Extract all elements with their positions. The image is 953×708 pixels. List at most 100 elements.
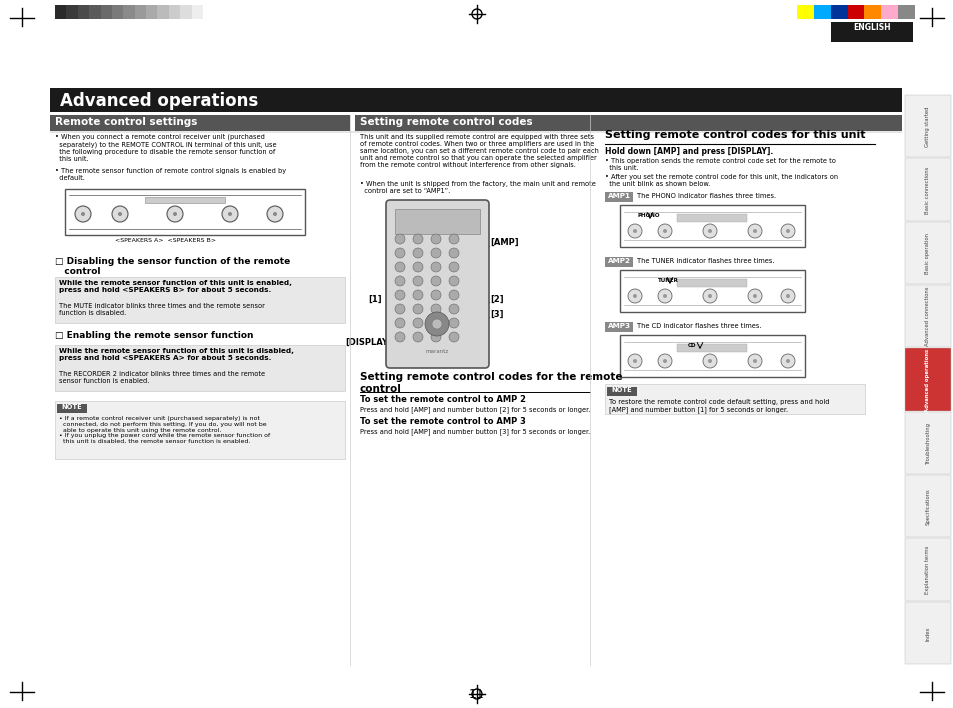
Circle shape [752, 294, 757, 298]
Text: Explanation terms: Explanation terms [924, 546, 929, 594]
Bar [604, 322, 633, 332]
Text: • If a remote control receiver unit (purchased separately) is not
  connected, d: • If a remote control receiver unit (pur… [59, 416, 270, 444]
Circle shape [449, 304, 458, 314]
Bar [604, 257, 633, 267]
Bar [881, 5, 897, 19]
Bar [904, 475, 950, 537]
Circle shape [395, 304, 405, 314]
Circle shape [431, 290, 440, 300]
Circle shape [707, 294, 711, 298]
Text: The CD indicator flashes three times.: The CD indicator flashes three times. [637, 323, 760, 329]
Circle shape [633, 359, 637, 363]
Circle shape [662, 294, 666, 298]
Text: To set the remote control to AMP 3: To set the remote control to AMP 3 [359, 417, 525, 426]
Circle shape [633, 229, 637, 233]
Circle shape [449, 262, 458, 272]
Circle shape [267, 206, 283, 222]
Text: • After you set the remote control code for this unit, the indicators on
  the u: • After you set the remote control code … [604, 174, 838, 187]
Circle shape [172, 212, 177, 216]
Circle shape [424, 312, 449, 336]
Circle shape [781, 224, 794, 238]
Text: • The remote sensor function of remote control signals is enabled by
  default.: • The remote sensor function of remote c… [55, 168, 286, 181]
Circle shape [449, 318, 458, 328]
Text: CD: CD [687, 343, 696, 348]
Circle shape [431, 332, 440, 342]
Bar [145, 197, 225, 203]
Text: [2]: [2] [490, 295, 503, 304]
Bar [157, 5, 169, 19]
Circle shape [413, 332, 422, 342]
Circle shape [431, 318, 440, 328]
Bar [169, 5, 180, 19]
Text: [3]: [3] [490, 309, 503, 319]
Text: To restore the remote control code default setting, press and hold
[AMP] and num: To restore the remote control code defau… [608, 399, 828, 413]
Bar [904, 411, 950, 474]
Bar [55, 401, 345, 459]
Bar [677, 279, 746, 287]
Circle shape [273, 212, 276, 216]
Bar [146, 5, 157, 19]
Circle shape [449, 332, 458, 342]
Text: Remote control settings: Remote control settings [55, 117, 197, 127]
Circle shape [413, 304, 422, 314]
Text: [1]: [1] [368, 295, 381, 304]
Bar [604, 384, 864, 414]
Circle shape [627, 354, 641, 368]
Text: The PHONO indicator flashes three times.: The PHONO indicator flashes three times. [637, 193, 776, 199]
Bar [619, 205, 804, 247]
Text: The MUTE indicator blinks three times and the remote sensor
function is disabled: The MUTE indicator blinks three times an… [59, 303, 265, 316]
Text: [AMP]: [AMP] [490, 237, 518, 246]
Circle shape [431, 234, 440, 244]
Circle shape [658, 354, 671, 368]
Text: Advanced operations: Advanced operations [60, 92, 258, 110]
Bar [904, 95, 950, 157]
Text: 11: 11 [469, 688, 484, 701]
Text: NOTE: NOTE [62, 404, 82, 410]
Bar [604, 192, 633, 202]
Text: <SPEAKERS A>  <SPEAKERS B>: <SPEAKERS A> <SPEAKERS B> [115, 238, 215, 243]
Circle shape [662, 359, 666, 363]
Bar [355, 115, 901, 131]
Text: Getting started: Getting started [924, 106, 929, 147]
Bar [863, 5, 881, 19]
Circle shape [413, 248, 422, 258]
Text: • When you connect a remote control receiver unit (purchased
  separately) to th: • When you connect a remote control rece… [55, 134, 276, 162]
Circle shape [112, 206, 128, 222]
Text: While the remote sensor function of this unit is enabled,
press and hold <SPEAKE: While the remote sensor function of this… [59, 280, 292, 293]
Circle shape [413, 262, 422, 272]
Text: This unit and its supplied remote control are equipped with three sets
of remote: This unit and its supplied remote contro… [359, 134, 598, 168]
Circle shape [81, 212, 85, 216]
Bar [830, 22, 912, 42]
Circle shape [222, 206, 237, 222]
Circle shape [395, 248, 405, 258]
FancyBboxPatch shape [386, 200, 489, 368]
Circle shape [413, 276, 422, 286]
Bar [904, 348, 950, 411]
Text: ENGLISH: ENGLISH [852, 23, 890, 32]
Circle shape [395, 276, 405, 286]
Circle shape [449, 276, 458, 286]
Circle shape [449, 290, 458, 300]
Bar [813, 5, 830, 19]
Text: □ Disabling the sensor function of the remote
   control: □ Disabling the sensor function of the r… [55, 257, 290, 276]
Circle shape [785, 229, 789, 233]
Circle shape [702, 354, 717, 368]
Bar [78, 5, 89, 19]
Circle shape [747, 224, 761, 238]
Text: The RECORDER 2 indicator blinks three times and the remote
sensor function is en: The RECORDER 2 indicator blinks three ti… [59, 371, 265, 384]
Text: • When the unit is shipped from the factory, the main unit and remote
  control : • When the unit is shipped from the fact… [359, 181, 596, 194]
Circle shape [431, 262, 440, 272]
Circle shape [395, 290, 405, 300]
Bar [606, 387, 637, 396]
Circle shape [702, 289, 717, 303]
Circle shape [449, 248, 458, 258]
Bar [67, 5, 78, 19]
Bar [897, 5, 914, 19]
Text: Basic operation: Basic operation [924, 233, 929, 274]
Bar [55, 345, 345, 391]
Circle shape [747, 289, 761, 303]
Text: Specifications: Specifications [924, 489, 929, 525]
Circle shape [395, 234, 405, 244]
Circle shape [167, 206, 183, 222]
Text: Index: Index [924, 626, 929, 641]
